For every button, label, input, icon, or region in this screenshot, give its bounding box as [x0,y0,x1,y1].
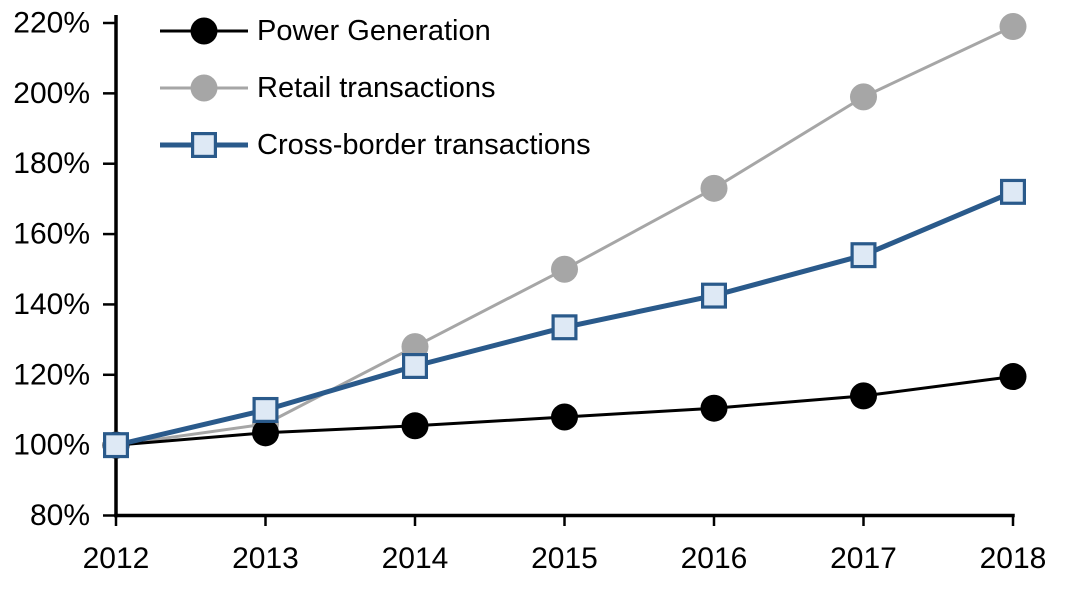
legend-item-cross-border-transactions: Cross-border transactions [160,128,591,162]
marker-power-generation-2015 [551,403,578,431]
marker-power-generation-2018 [999,363,1027,391]
x-tick-label-2012: 2012 [83,542,150,575]
marker-cross-border-transactions-2017 [850,242,877,269]
legend-marker-retail-transactions [190,74,218,102]
y-tick-label-200: 200% [13,77,90,110]
y-tick-label-160: 160% [13,218,90,251]
marker-cross-border-transactions-2018 [999,178,1026,205]
marker-retail-transactions-2015 [551,255,578,283]
marker-cross-border-transactions-2013 [252,396,279,423]
legend-label-power-generation: Power Generation [257,15,491,47]
marker-cross-border-transactions-2012 [102,432,129,459]
legend-swatch-power-generation [160,17,248,45]
marker-retail-transactions-2016 [700,174,728,202]
y-tick-label-180: 180% [13,147,90,180]
x-tick-label-2016: 2016 [681,542,748,575]
legend-swatch-cross-border-transactions [160,131,248,158]
x-tick-label-2013: 2013 [232,542,299,575]
marker-cross-border-transactions-2014 [402,352,429,379]
legend-item-power-generation: Power Generation [160,14,591,48]
marker-retail-transactions-2017 [850,83,877,111]
legend: Power Generation Retail transactions Cro… [160,14,591,162]
y-tick-label-140: 140% [13,288,90,321]
y-tick-label-120: 120% [13,358,90,391]
legend-swatch-retail-transactions [160,74,248,102]
x-tick-label-2018: 2018 [980,542,1047,575]
marker-cross-border-transactions-2016 [700,282,727,309]
marker-cross-border-transactions-2015 [551,314,578,341]
legend-item-retail-transactions: Retail transactions [160,71,591,105]
legend-marker-cross-border-transactions [190,131,217,158]
legend-label-retail-transactions: Retail transactions [257,72,496,104]
marker-power-generation-2013 [252,419,279,447]
marker-power-generation-2016 [700,394,728,422]
y-tick-label-220: 220% [13,7,90,40]
marker-power-generation-2017 [850,382,877,410]
marker-power-generation-2014 [401,412,429,440]
x-tick-label-2015: 2015 [531,542,598,575]
x-tick-label-2014: 2014 [382,542,449,575]
marker-retail-transactions-2018 [999,13,1027,41]
x-tick-label-2017: 2017 [830,542,897,575]
y-tick-label-100: 100% [13,429,90,462]
legend-label-cross-border-transactions: Cross-border transactions [257,129,591,161]
y-tick-label-80: 80% [30,499,90,532]
legend-marker-power-generation [190,17,218,45]
